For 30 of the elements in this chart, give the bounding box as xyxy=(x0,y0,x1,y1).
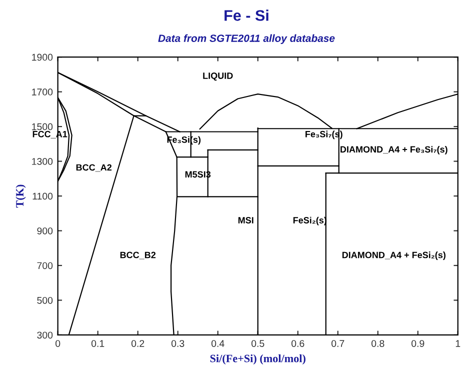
x-axis-title: Si/(Fe+Si) (mol/mol) xyxy=(210,354,306,365)
y-tick-label: 1100 xyxy=(32,192,53,200)
y-tick-label: 700 xyxy=(37,262,53,270)
x-tick-label: 0.7 xyxy=(331,340,344,347)
x-tick-label: 0.8 xyxy=(371,340,384,347)
chart-title: Fe - Si xyxy=(224,10,268,21)
x-tick-label: 0.4 xyxy=(211,340,224,347)
y-axis-title: T(K) xyxy=(16,184,26,208)
x-tick-label: 1 xyxy=(456,340,460,347)
y-tick-label: 300 xyxy=(37,332,53,339)
annotation: LIQUID xyxy=(203,72,233,81)
annotation: MSI xyxy=(238,217,254,224)
annotation: DIAMOND_A4 + Fe₃Si₇(s) xyxy=(340,146,448,154)
y-tick-label: 500 xyxy=(37,296,53,304)
y-tick-label: 1900 xyxy=(32,54,53,61)
y-tick-label: 1300 xyxy=(32,158,53,165)
x-tick-label: 0.2 xyxy=(131,340,144,347)
chart-subtitle: Data from SGTE2011 alloy database xyxy=(158,34,335,44)
y-tick-label: 900 xyxy=(37,227,53,234)
x-tick-label: 0.6 xyxy=(291,340,304,347)
x-tick-label: 0.3 xyxy=(171,340,184,347)
x-tick-label: 0.9 xyxy=(412,340,424,347)
y-tick-label: 1500 xyxy=(32,123,53,130)
annotation: BCC_B2 xyxy=(120,252,156,260)
x-tick-label: 0 xyxy=(56,340,60,347)
y-tick-label: 1700 xyxy=(32,88,53,96)
annotation: BCC_A2 xyxy=(76,164,112,172)
annotation: DIAMOND_A4 + FeSi₂(s) xyxy=(342,252,446,260)
x-tick-label: 0.1 xyxy=(91,340,104,347)
x-tick-label: 0.5 xyxy=(251,340,264,347)
